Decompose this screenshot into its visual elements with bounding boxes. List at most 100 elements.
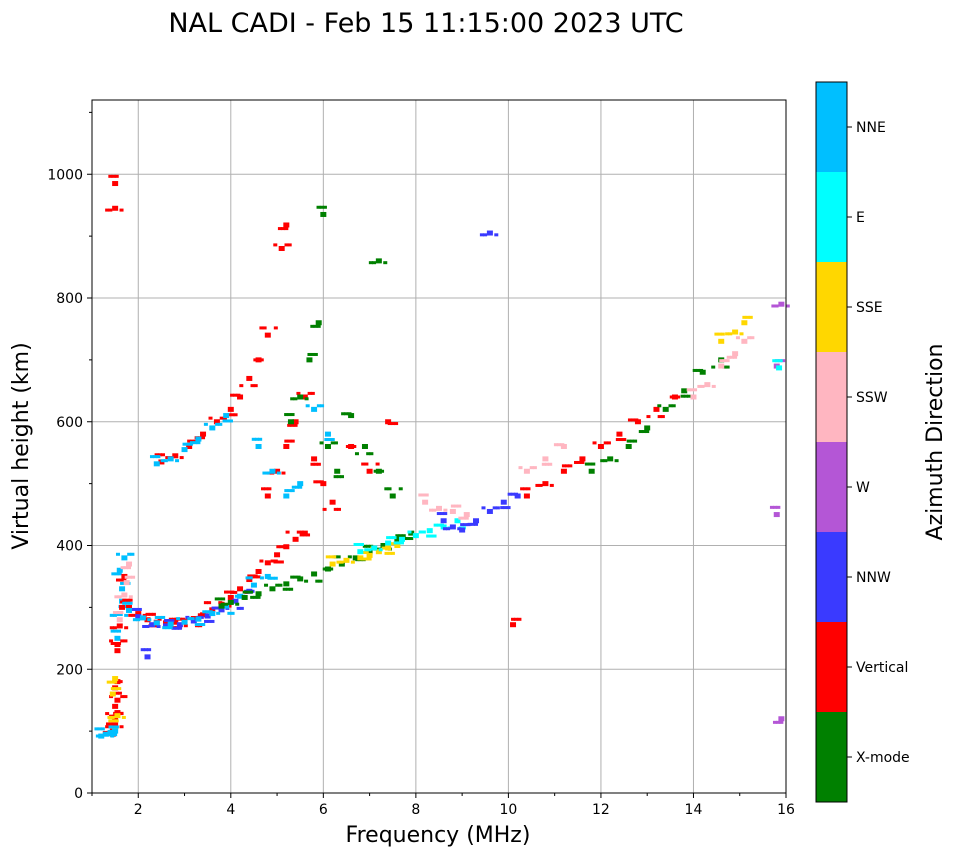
- data-point-nne: [202, 610, 207, 614]
- data-point-vertical: [117, 691, 122, 695]
- data-point-x-mode: [352, 555, 359, 561]
- data-point-x-mode: [680, 394, 685, 398]
- data-point-ssw: [518, 466, 523, 470]
- data-point-vertical: [615, 438, 620, 442]
- data-point-x-mode: [297, 576, 304, 582]
- data-point-nnw: [486, 230, 493, 236]
- data-point-sse: [366, 552, 373, 558]
- data-point-nnw: [232, 598, 239, 604]
- data-point-nne: [225, 419, 230, 423]
- data-point-vertical: [112, 703, 119, 709]
- data-point-nne: [291, 485, 296, 489]
- data-point-vertical: [574, 460, 579, 464]
- data-point-x-mode: [313, 352, 318, 356]
- data-point-w: [772, 720, 777, 724]
- data-point-vertical: [329, 499, 336, 505]
- data-point-nne: [175, 459, 180, 463]
- data-point-vertical: [237, 586, 244, 592]
- data-point-ssw: [560, 443, 565, 447]
- data-point-vertical: [109, 722, 114, 726]
- data-point-x-mode: [373, 469, 378, 473]
- data-point-nnw: [218, 607, 225, 613]
- data-point-vertical: [660, 415, 665, 419]
- data-point-e: [407, 530, 412, 534]
- data-point-nne: [109, 733, 114, 737]
- data-point-e: [776, 365, 783, 371]
- data-point-vertical: [165, 456, 170, 460]
- data-point-e: [392, 536, 397, 540]
- data-point-vertical: [121, 573, 128, 579]
- data-point-ssw: [750, 336, 755, 340]
- data-point-e: [359, 542, 364, 546]
- data-point-nne: [127, 552, 132, 556]
- data-point-vertical: [301, 530, 308, 536]
- data-point-nnw: [500, 499, 507, 505]
- data-point-vertical: [517, 617, 522, 621]
- data-point-nne: [223, 603, 230, 609]
- data-point-e: [356, 542, 361, 546]
- data-point-e: [421, 530, 426, 534]
- data-point-nnw: [144, 654, 151, 660]
- data-point-vertical: [237, 394, 244, 400]
- data-point-e: [772, 359, 777, 363]
- data-point-w: [776, 720, 781, 724]
- data-point-sse: [364, 550, 369, 554]
- data-point-nne: [195, 436, 202, 442]
- data-point-nne: [147, 618, 152, 622]
- data-point-x-mode: [387, 487, 392, 491]
- data-point-ssw: [112, 611, 117, 615]
- data-point-nne: [198, 623, 203, 627]
- data-point-x-mode: [336, 475, 341, 479]
- data-point-x-mode: [224, 602, 228, 606]
- data-point-vertical: [274, 552, 281, 558]
- data-point-ssw: [128, 595, 133, 599]
- data-point-nne: [283, 493, 290, 499]
- data-point-nnw: [171, 626, 176, 630]
- data-point-ssw: [443, 508, 448, 512]
- data-point-vertical: [116, 623, 123, 629]
- data-point-vertical: [568, 464, 573, 468]
- colorbar-label-sse: SSE: [856, 300, 883, 316]
- data-point-vertical: [119, 712, 124, 716]
- data-point-x-mode: [614, 459, 619, 463]
- data-point-nne: [156, 455, 161, 459]
- data-point-x-mode: [306, 357, 313, 363]
- data-point-vertical: [250, 384, 255, 388]
- data-point-x-mode: [269, 586, 276, 592]
- data-point-nne: [114, 635, 121, 641]
- data-point-x-mode: [366, 544, 370, 548]
- data-point-nne: [284, 489, 289, 493]
- y-axis: 0 200 400 600 800 1000: [47, 111, 92, 802]
- data-point-vertical: [287, 243, 292, 247]
- data-point-vertical: [259, 559, 264, 563]
- data-point-vertical: [279, 545, 284, 549]
- data-point-e: [778, 359, 783, 363]
- data-point-vertical: [316, 462, 321, 466]
- data-point-vertical: [119, 604, 126, 610]
- data-point-vertical: [597, 444, 604, 449]
- data-point-nnw: [492, 506, 497, 510]
- data-point-sse: [336, 560, 341, 564]
- data-point-nnw: [207, 619, 212, 623]
- data-point-ssw: [726, 355, 731, 359]
- data-point-nne: [234, 594, 239, 598]
- data-point-x-mode: [409, 537, 414, 541]
- data-point-nne: [195, 616, 202, 622]
- data-point-nne: [153, 461, 160, 467]
- data-point-vertical: [273, 326, 278, 330]
- data-point-x-mode: [324, 444, 331, 449]
- data-point-w: [769, 505, 774, 509]
- data-point-nne: [194, 623, 199, 627]
- data-point-vertical: [603, 441, 608, 445]
- data-point-ssw: [463, 512, 470, 518]
- data-point-sse: [121, 715, 126, 719]
- data-point-vertical: [345, 445, 350, 448]
- data-point-vertical: [183, 624, 188, 628]
- colorbar-label-x-mode: X-mode: [856, 750, 910, 766]
- colorbar-swatch-ssw: [816, 352, 847, 442]
- data-point-x-mode: [383, 261, 388, 265]
- data-point-nnw: [134, 607, 139, 611]
- data-point-sse: [343, 557, 350, 563]
- data-point-x-mode: [362, 544, 367, 548]
- data-point-vertical: [672, 395, 677, 399]
